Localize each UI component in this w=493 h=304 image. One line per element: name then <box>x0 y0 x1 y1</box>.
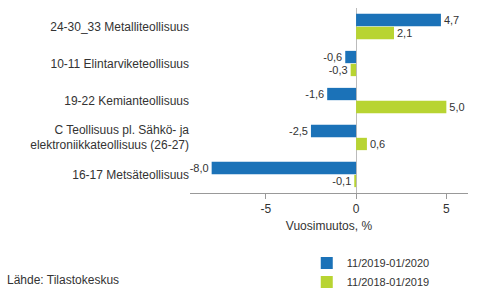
svg-text:-0,3: -0,3 <box>329 64 348 76</box>
svg-text:-2,5: -2,5 <box>289 125 308 137</box>
svg-text:4,7: 4,7 <box>444 14 459 26</box>
svg-text:10-11 Elintarviketeollisuus: 10-11 Elintarviketeollisuus <box>50 57 189 71</box>
svg-text:24-30_33 Metalliteollisuus: 24-30_33 Metalliteollisuus <box>50 20 189 34</box>
svg-text:11/2018-01/2019: 11/2018-01/2019 <box>347 276 429 288</box>
svg-text:Lähde: Tilastokeskus: Lähde: Tilastokeskus <box>7 273 119 287</box>
svg-text:0: 0 <box>353 202 360 216</box>
svg-text:5,0: 5,0 <box>449 101 464 113</box>
svg-text:-0,1: -0,1 <box>332 175 351 187</box>
svg-text:Vuosimuutos, %: Vuosimuutos, % <box>286 219 373 233</box>
svg-text:-5: -5 <box>260 202 271 216</box>
svg-text:-8,0: -8,0 <box>190 162 209 174</box>
svg-text:-1,6: -1,6 <box>305 88 324 100</box>
svg-text:11/2019-01/2020: 11/2019-01/2020 <box>347 257 429 269</box>
svg-text:C Teollisuus pl. Sähkö- jaelek: C Teollisuus pl. Sähkö- jaelektroniikkat… <box>30 123 189 153</box>
svg-text:-0,6: -0,6 <box>323 51 342 63</box>
svg-text:5: 5 <box>443 202 450 216</box>
svg-text:19-22 Kemianteollisuus: 19-22 Kemianteollisuus <box>64 94 189 108</box>
svg-text:16-17 Metsäteollisuus: 16-17 Metsäteollisuus <box>72 168 189 182</box>
svg-text:2,1: 2,1 <box>397 27 412 39</box>
svg-text:0,6: 0,6 <box>370 138 385 150</box>
